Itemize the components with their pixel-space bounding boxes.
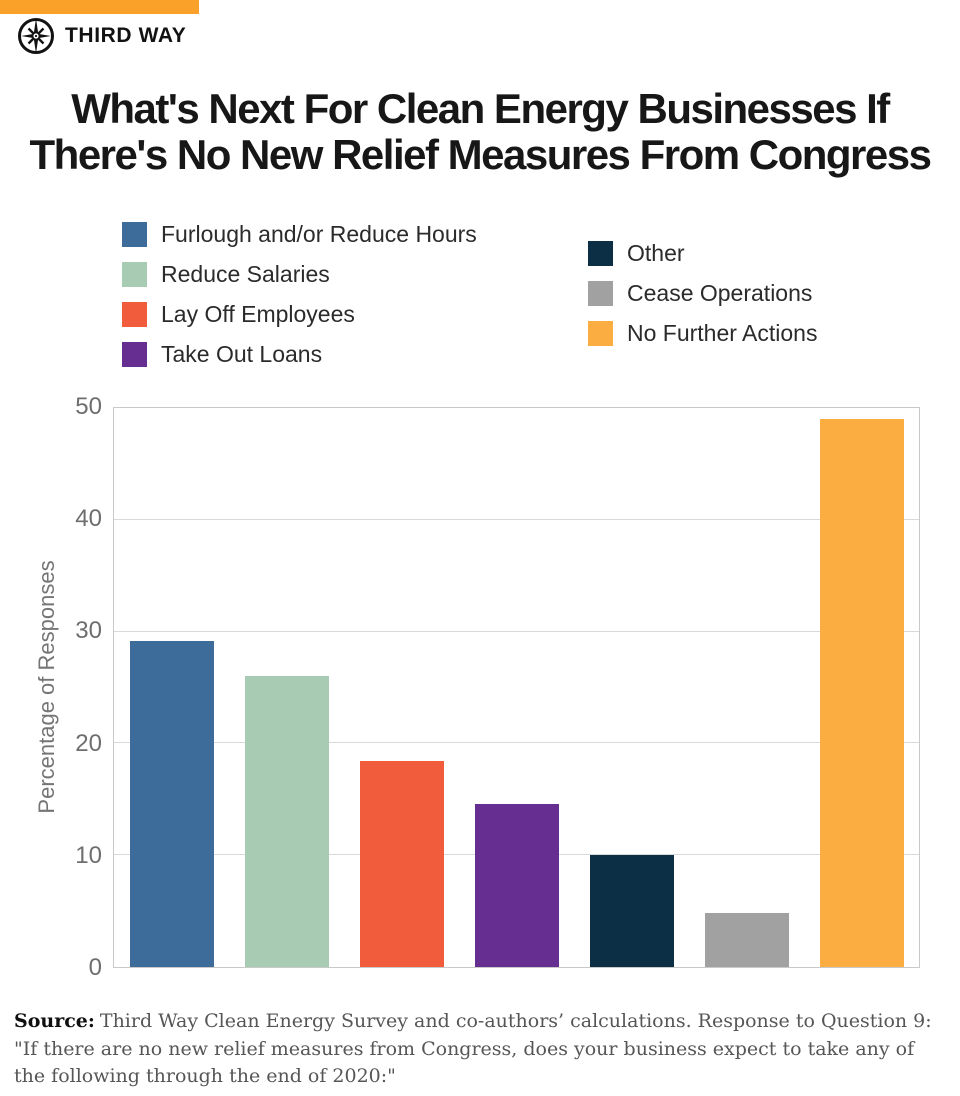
bar-furlough-and-or-reduce-hours [129,640,214,967]
legend-swatch-furlough-and-or-reduce-hours [122,222,147,247]
bar-slot-reduce-salaries [229,408,344,967]
brand-accent-bar [0,0,199,14]
legend-swatch-other [588,241,613,266]
legend-label: Reduce Salaries [161,261,330,287]
legend-item-no-further-actions: No Further Actions [588,320,818,346]
bar-take-out-loans [474,803,559,967]
compass-star-icon [18,18,54,54]
legend-item-furlough-and-or-reduce-hours: Furlough and/or Reduce Hours [122,221,477,247]
source-text: Third Way Clean Energy Survey and co-aut… [14,1010,932,1088]
third-way-logo: THIRD WAY [16,16,186,56]
legend-column-left: Furlough and/or Reduce Hours Reduce Salar… [122,221,477,367]
legend-column-right: Other Cease Operations No Further Actions [588,240,818,346]
legend-label: Furlough and/or Reduce Hours [161,221,477,247]
legend-item-other: Other [588,240,817,266]
y-tick-label-30: 30 [75,617,102,645]
bar-no-further-actions [819,419,904,967]
y-tick-label-50: 50 [75,393,102,420]
bar-other [589,855,674,967]
bars-container [114,408,919,967]
source-note: Source: Third Way Clean Energy Survey and… [14,1008,948,1091]
y-tick-label-20: 20 [75,729,102,757]
legend-swatch-no-further-actions [588,321,613,346]
legend-item-lay-off-employees: Lay Off Employees [122,301,477,327]
legend-label: Take Out Loans [161,341,323,367]
legend-label: No Further Actions [627,320,818,346]
bar-slot-take-out-loans [459,408,574,967]
bar-reduce-salaries [244,676,329,967]
bar-chart-plot-area [113,407,920,968]
legend-item-reduce-salaries: Reduce Salaries [122,261,477,287]
bar-slot-lay-off-employees [344,408,459,967]
legend-label: Cease Operations [627,280,813,306]
bar-slot-no-further-actions [804,408,919,967]
legend-swatch-lay-off-employees [122,302,147,327]
legend-label: Other [627,240,685,266]
y-tick-label-10: 10 [75,841,102,869]
bar-lay-off-employees [359,761,444,967]
chart-title-line2: There's No New Relief Measures From Cong… [29,131,932,178]
bar-cease-operations [704,913,789,967]
legend-swatch-take-out-loans [122,342,147,367]
bar-slot-cease-operations [689,408,804,967]
brand-name: THIRD WAY [65,24,187,47]
y-axis-ticks: 0 10 20 30 40 50 [30,395,102,980]
y-tick-label-40: 40 [75,505,102,533]
chart-title-line1: What's Next For Clean Energy Businesses … [71,85,890,132]
y-tick-label-0: 0 [88,954,102,981]
source-label: Source: [14,1010,95,1032]
gridline-20 [114,742,919,744]
legend-swatch-reduce-salaries [122,262,147,287]
legend-label: Lay Off Employees [161,301,355,327]
gridline-30 [114,630,919,632]
legend-item-cease-operations: Cease Operations [588,280,817,306]
legend-item-take-out-loans: Take Out Loans [122,341,477,367]
bar-slot-other [574,408,689,967]
bar-slot-furlough-and-or-reduce-hours [114,408,229,967]
legend-swatch-cease-operations [588,281,613,306]
chart-title: What's Next For Clean Energy Businesses … [0,86,960,178]
gridline-40 [114,518,919,520]
